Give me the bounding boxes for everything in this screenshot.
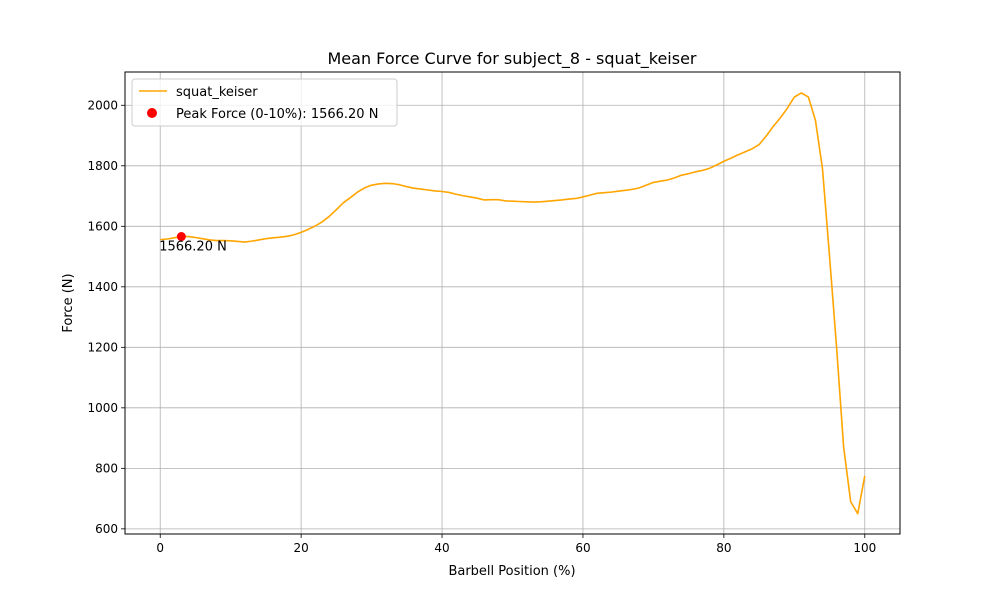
x-tick-label: 60 (575, 541, 590, 555)
x-tick-label: 100 (853, 541, 876, 555)
y-tick-label: 1800 (87, 159, 118, 173)
y-tick-label: 1400 (87, 280, 118, 294)
y-tick-label: 800 (95, 461, 118, 475)
peak-force-annotation: 1566.20 N (159, 240, 227, 255)
x-tick-label: 0 (156, 541, 164, 555)
legend-frame (131, 78, 398, 127)
chart-title: Mean Force Curve for subject_8 - squat_k… (328, 49, 697, 69)
y-tick-label: 1200 (87, 340, 118, 354)
legend-series-label: squat_keiser (176, 85, 258, 100)
y-tick-label: 1600 (87, 219, 118, 233)
force-curve-line (160, 92, 866, 515)
y-tick-label: 1000 (87, 401, 118, 415)
x-tick-label: 40 (434, 541, 449, 555)
y-tick-label: 600 (95, 522, 118, 536)
y-axis-label: Force (N) (61, 273, 76, 332)
grid-lines (125, 72, 900, 534)
legend: squat_keiser Peak Force (0-10%): 1566.20… (131, 78, 398, 127)
plot-frame (124, 71, 901, 535)
x-axis-label: Barbell Position (%) (448, 564, 575, 579)
plot-lines: 1566.20 N (159, 92, 866, 515)
y-tick-label: 2000 (87, 98, 118, 112)
x-tick-label: 20 (293, 541, 308, 555)
axis-ticks: 0 20 40 60 80 100 600 800 1000 1200 1400 1600 1800 20… (87, 98, 876, 555)
legend-peak-marker (147, 108, 157, 118)
peak-force-marker (176, 232, 186, 242)
legend-peak-label: Peak Force (0-10%): 1566.20 N (176, 107, 378, 122)
x-tick-label: 80 (716, 541, 731, 555)
